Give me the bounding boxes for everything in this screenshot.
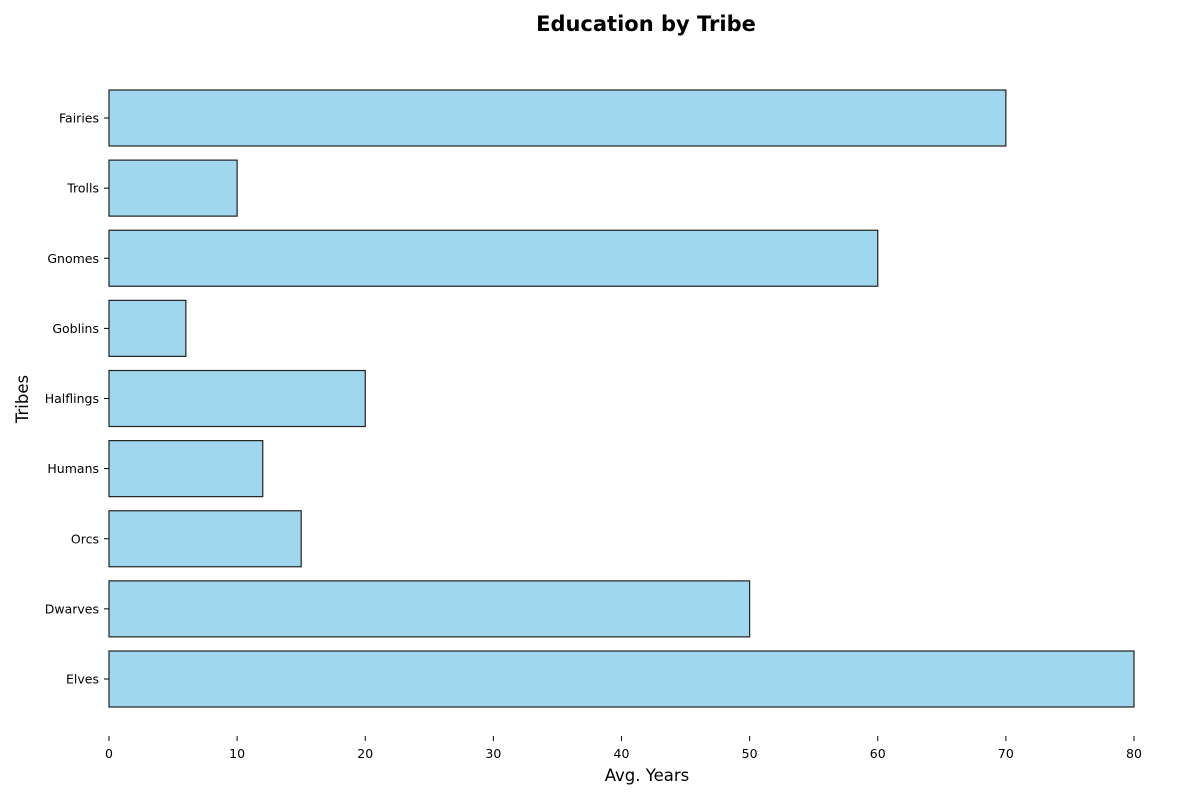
y-tick-label: Orcs: [71, 531, 99, 546]
x-tick-label: 10: [229, 746, 245, 761]
bar-halflings: [108, 369, 366, 428]
bar-fairies: [108, 89, 1007, 147]
x-tick-label: 40: [614, 746, 630, 761]
x-axis: 0 10 20 30 40 50 60 70 80: [105, 736, 1142, 761]
bar-dwarves: [108, 580, 751, 638]
x-axis-label: Avg. Years: [605, 766, 690, 785]
x-tick-label: 60: [870, 746, 886, 761]
y-axis: Elves Dwarves Orcs Humans Halflings Goblins Gn…: [45, 111, 109, 687]
bars-layer: [108, 89, 1135, 708]
chart-title: Education by Tribe: [536, 12, 756, 36]
y-tick-label: Halflings: [45, 391, 99, 406]
bar-gnomes: [108, 229, 879, 287]
x-tick-label: 80: [1126, 746, 1142, 761]
y-tick-label: Goblins: [52, 321, 99, 336]
y-tick-label: Humans: [47, 461, 99, 476]
x-tick-label: 70: [998, 746, 1014, 761]
bar-elves: [108, 650, 1135, 708]
bar-orcs: [108, 510, 302, 568]
y-tick-label: Gnomes: [47, 251, 99, 266]
bar-goblins: [108, 299, 187, 357]
x-tick-label: 30: [485, 746, 501, 761]
bar-trolls: [108, 159, 238, 217]
y-tick-label: Fairies: [59, 111, 99, 126]
x-tick-label: 20: [357, 746, 373, 761]
y-axis-label: Tribes: [13, 375, 32, 424]
y-tick-label: Dwarves: [45, 601, 99, 616]
x-tick-label: 50: [742, 746, 758, 761]
bar-humans: [108, 440, 264, 498]
y-tick-label: Elves: [66, 672, 99, 687]
y-tick-label: Trolls: [66, 181, 99, 196]
x-tick-label: 0: [105, 746, 113, 761]
